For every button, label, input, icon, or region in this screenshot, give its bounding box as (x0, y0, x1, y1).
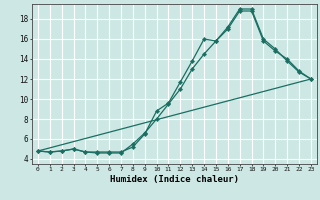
X-axis label: Humidex (Indice chaleur): Humidex (Indice chaleur) (110, 175, 239, 184)
